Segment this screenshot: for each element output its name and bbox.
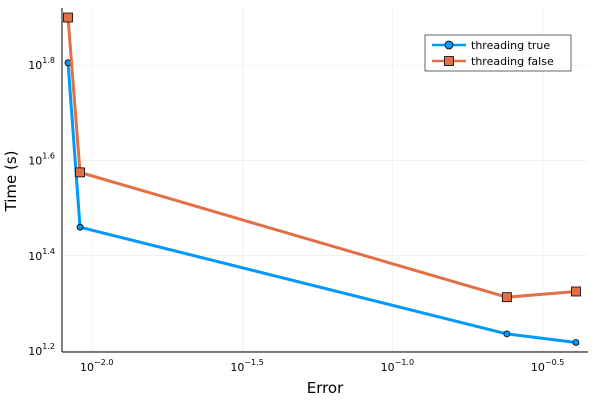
series-line-threading-false (66, 17, 577, 299)
legend-marker-threading-true (444, 40, 454, 50)
y-tick-exponent: 1.4 (42, 247, 55, 256)
x-tick-base: 10 (80, 361, 94, 374)
data-point-threading-false (571, 286, 581, 297)
series-line-threading-true (66, 62, 577, 344)
x-axis-title: Error (307, 379, 344, 397)
x-tick-exponent: −1.5 (244, 358, 263, 367)
y-tick-label: 101.2 (28, 342, 55, 358)
y-tick-base: 10 (28, 250, 42, 263)
y-tick-base: 10 (28, 59, 42, 72)
x-tick-label: 10−1.0 (381, 358, 414, 374)
x-tick-exponent: −1.0 (395, 358, 414, 367)
legend: threading true threading false (424, 34, 572, 72)
y-tick-exponent: 1.6 (42, 151, 55, 160)
x-tick-label: 10−0.5 (531, 358, 564, 374)
x-tick-label: 10−2.0 (80, 358, 113, 374)
tick-labels: 10−2.0 10−1.5 10−1.0 10−0.5101.2101.4101.61… (28, 56, 564, 374)
y-axis-title: Time (s) (2, 151, 20, 213)
y-tick-label: 101.8 (28, 56, 55, 72)
y-tick-exponent: 1.8 (42, 56, 55, 65)
x-tick-base: 10 (531, 361, 545, 374)
data-point-threading-false (63, 12, 73, 23)
x-tick-base: 10 (230, 361, 244, 374)
x-tick-label: 10−1.5 (230, 358, 263, 374)
y-tick-label: 101.6 (28, 151, 55, 167)
y-tick-base: 10 (28, 345, 42, 358)
data-point-threading-false (75, 167, 85, 178)
x-tick-base: 10 (381, 361, 395, 374)
data-point-threading-true (572, 339, 580, 346)
legend-label-threading-false: threading false (471, 55, 554, 68)
y-tick-base: 10 (28, 154, 42, 167)
y-tick-label: 101.4 (28, 247, 55, 263)
legend-label-threading-true: threading true (471, 39, 550, 52)
x-tick-exponent: −2.0 (94, 358, 113, 367)
series (63, 12, 581, 346)
axes (61, 8, 588, 353)
x-tick-exponent: −0.5 (545, 358, 564, 367)
data-point-threading-true (76, 223, 84, 231)
data-point-threading-false (501, 292, 512, 303)
data-point-threading-true (503, 330, 511, 338)
legend-marker-threading-false (444, 56, 454, 66)
y-tick-exponent: 1.2 (42, 342, 55, 351)
